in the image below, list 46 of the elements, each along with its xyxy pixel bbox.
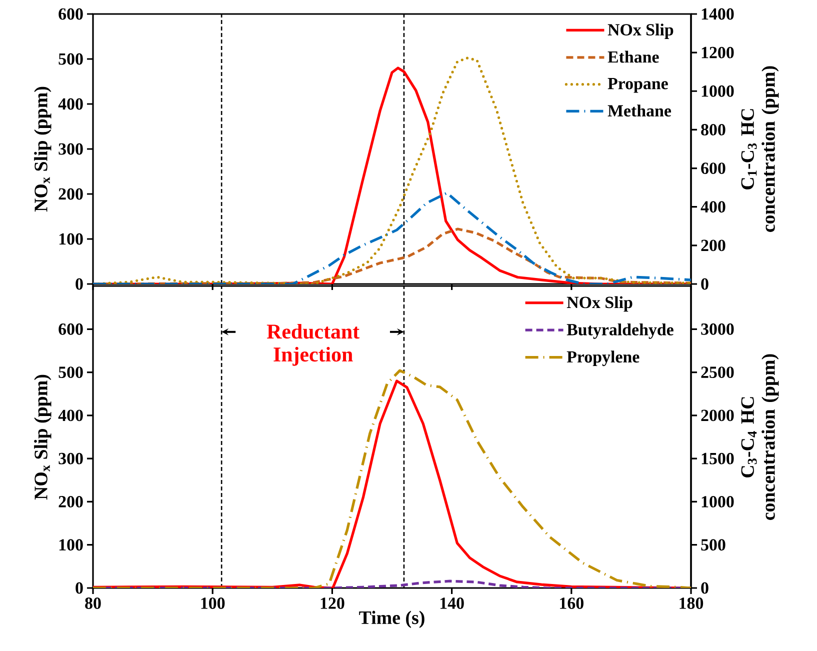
x-tick-label: 140 <box>440 598 464 609</box>
y-tick-label: 500 <box>58 366 83 378</box>
y-axis-title: NO$_{x}$ Slip (ppm) <box>34 86 52 212</box>
annotation: Reductant Injection <box>266 324 360 366</box>
y-tick-label: 100 <box>59 539 83 551</box>
legend-label: Methane <box>608 104 672 117</box>
legend-label: Propylene <box>566 350 640 366</box>
y2-tick-label: 3000 <box>701 323 734 335</box>
y2-tick-label: 1000 <box>702 496 734 508</box>
y-tick-label: 600 <box>58 8 83 20</box>
y2-tick-label: 600 <box>701 162 726 174</box>
y-tick-label: 100 <box>59 233 83 245</box>
y2-tick-label: 1000 <box>702 85 734 97</box>
y2-tick-label: 0 <box>701 582 708 594</box>
y-tick-label: 0 <box>76 582 83 594</box>
y-tick-label: 200 <box>58 496 83 508</box>
x-tick-label: 120 <box>320 598 344 609</box>
y2-tick-label: 1500 <box>702 452 734 464</box>
y2-tick-label: 500 <box>701 539 726 551</box>
y-tick-label: 500 <box>58 53 83 65</box>
y-tick-label: 400 <box>58 98 83 110</box>
legend-label: Butyraldehyde <box>566 323 674 339</box>
legend-label: Ethane <box>608 50 659 63</box>
y2-tick-label: 0 <box>701 278 708 290</box>
y-tick-label: 300 <box>58 143 83 155</box>
y2-tick-label: 200 <box>701 240 726 252</box>
y2-tick-label: 400 <box>700 201 726 213</box>
x-tick-label: 180 <box>680 598 704 609</box>
y-axis-title: NO$_{x}$ Slip (ppm) <box>34 374 52 500</box>
y-tick-label: 600 <box>58 323 83 335</box>
x-tick-label: 160 <box>560 598 584 609</box>
y2-tick-label: 800 <box>701 124 726 136</box>
y-tick-label: 400 <box>58 410 83 422</box>
y2-tick-label: 2500 <box>701 366 734 378</box>
y2-tick-label: 2000 <box>701 410 734 422</box>
legend-label: Propane <box>608 78 668 93</box>
y2-tick-label: 1200 <box>702 46 734 58</box>
y-tick-label: 0 <box>76 278 83 290</box>
x-tick-label: 80 <box>85 598 101 609</box>
y-tick-label: 200 <box>58 188 83 200</box>
y-tick-label: 300 <box>58 452 83 464</box>
y2-tick-label: 1400 <box>702 8 734 20</box>
legend-label: NOx Slip <box>608 24 674 39</box>
x-axis-title: Time (s) <box>359 610 424 628</box>
legend-label: NOx Slip <box>566 296 632 312</box>
x-tick-label: 100 <box>201 598 225 609</box>
